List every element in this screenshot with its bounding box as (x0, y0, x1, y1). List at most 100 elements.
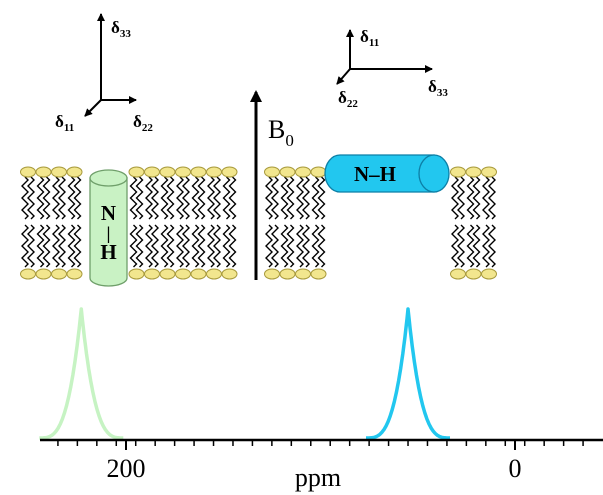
lipid-head (264, 166, 280, 178)
lipid-tail (280, 224, 289, 268)
lipid-tail (280, 176, 289, 220)
lipid-head (465, 166, 482, 178)
b0-label: B0 (268, 115, 294, 150)
tensor-frame-left: δ33 δ11 δ22 (55, 13, 153, 134)
helix-body-right (324, 154, 435, 193)
lipid-head (264, 268, 280, 280)
label-d33-right: δ33 (428, 77, 448, 99)
lipid-tail (151, 176, 159, 220)
lipid-head (450, 268, 466, 280)
lipid-tail (311, 224, 320, 268)
lipid-head (128, 166, 145, 178)
ppm-axis: ppm 200 0 (40, 438, 603, 492)
lipid-head (159, 166, 176, 178)
tick-label-200: 200 (107, 454, 146, 483)
lipid-head (465, 268, 482, 280)
lipid-tail (160, 224, 169, 268)
lipid-tail (160, 176, 169, 220)
lipid-tail (207, 224, 215, 268)
lipid-tail (145, 224, 153, 268)
lipid-tail (58, 176, 66, 220)
lipid-head (144, 268, 160, 280)
lipid-tail (472, 224, 481, 268)
lipid-tail (466, 176, 475, 220)
lipid-tail (222, 224, 231, 268)
lipid-head (310, 268, 327, 280)
lipid-head (128, 268, 145, 280)
helix-cap-right (418, 154, 450, 193)
helix-in-plane: N–H (324, 154, 450, 193)
lipid-head (66, 268, 83, 280)
lipid-tail (166, 224, 175, 268)
lipid-tail (265, 224, 273, 268)
lipid-tail (451, 176, 459, 220)
helix-body-left (89, 177, 128, 287)
lipid-tail (488, 176, 496, 220)
lipid-head (159, 268, 176, 280)
lipid-tail (451, 224, 459, 268)
lipid-tail (129, 224, 138, 268)
lipid-tail (207, 176, 215, 220)
lipid-tail (182, 176, 190, 220)
lipid-tail (27, 176, 35, 220)
lipid-head (20, 268, 36, 280)
label-d11-left: δ11 (55, 112, 74, 134)
lipid-tail (286, 176, 295, 220)
lipid-tail (42, 176, 51, 220)
label-d33-left: δ33 (111, 18, 131, 40)
lipid-head (144, 166, 160, 178)
helix-cap-left (89, 169, 128, 187)
lipid-tail (42, 224, 51, 268)
lipid-head (20, 166, 36, 178)
lipid-tail (213, 176, 221, 220)
helix-label-h: H (100, 240, 116, 264)
lipid-head (279, 166, 296, 178)
lipid-tail (302, 176, 310, 220)
helix-label-n: N (101, 201, 116, 225)
lipid-tail (197, 176, 206, 220)
lipid-tail (482, 224, 490, 268)
ppm-axis-label: ppm (295, 463, 341, 492)
lipid-tail (296, 224, 304, 268)
lipid-head (481, 268, 497, 280)
label-d11-right: δ11 (360, 27, 379, 49)
magnetic-field: B0 (250, 90, 294, 280)
lipid-tail (311, 176, 320, 220)
lipid-head (190, 268, 207, 280)
axis-d22-right-arrow (336, 68, 351, 85)
lipid-bilayer-right (264, 166, 497, 280)
lipid-tail (213, 224, 221, 268)
lipid-tail (317, 176, 326, 220)
lipid-tail (228, 224, 237, 268)
lipid-head (35, 166, 52, 178)
lipid-head (190, 166, 207, 178)
lipid-tail (151, 224, 159, 268)
lipid-tail (222, 176, 231, 220)
lipid-tail (228, 176, 237, 220)
minor-ticks (57, 440, 584, 446)
axis-d11-arrow (84, 99, 102, 117)
lipid-head (51, 166, 67, 178)
lipid-tail (36, 224, 45, 268)
tick-label-0: 0 (509, 454, 522, 483)
lipid-head (206, 166, 222, 178)
lipid-tail (36, 176, 45, 220)
helix-label-nh: N–H (354, 162, 396, 186)
lipid-tail (296, 176, 304, 220)
lipid-tail (457, 176, 465, 220)
helix-label-bond: | (107, 223, 111, 243)
lipid-head (295, 268, 311, 280)
lipid-tail (488, 224, 496, 268)
lipid-bilayer-left (20, 166, 238, 280)
lipid-tail (135, 176, 144, 220)
tensor-frame-right: δ11 δ22 δ33 (336, 27, 448, 110)
lipid-tail (457, 224, 465, 268)
lipid-tail (191, 224, 200, 268)
lipid-head (481, 166, 497, 178)
lipid-tail (176, 176, 184, 220)
lipid-tail (135, 224, 144, 268)
lipid-tail (302, 224, 310, 268)
spectrum-in-plane (365, 307, 451, 440)
lipid-head (206, 268, 222, 280)
